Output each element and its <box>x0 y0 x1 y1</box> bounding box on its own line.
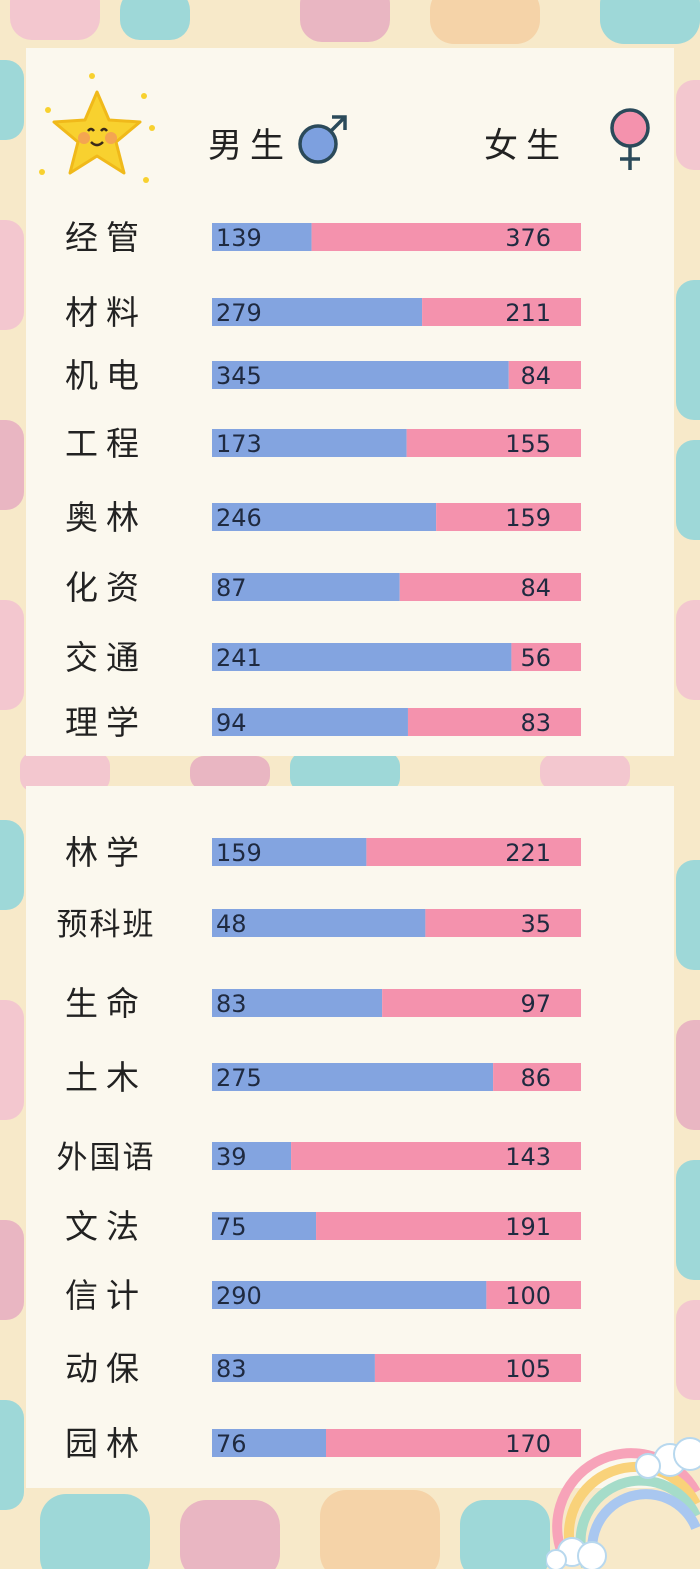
value-label-male: 48 <box>216 910 247 938</box>
category-label: 材料 <box>65 293 147 332</box>
bar-male-segment <box>212 1281 487 1309</box>
category-label: 工程 <box>65 424 147 463</box>
value-label-female: 105 <box>505 1355 551 1383</box>
bar-male-segment <box>212 1063 494 1091</box>
bar-male-segment <box>212 838 367 866</box>
value-label-male: 246 <box>216 504 262 532</box>
category-label: 动保 <box>65 1349 147 1388</box>
value-label-male: 94 <box>216 709 247 737</box>
bar-male-segment <box>212 361 509 389</box>
value-label-male: 75 <box>216 1213 247 1241</box>
bar-male-segment <box>212 223 312 251</box>
bar-male-segment <box>212 429 407 457</box>
bar-male-segment <box>212 643 512 671</box>
value-label-female: 159 <box>505 504 551 532</box>
bar-female-segment <box>493 1063 581 1091</box>
value-label-female: 86 <box>520 1064 551 1092</box>
value-label-male: 139 <box>216 224 262 252</box>
category-label: 奥林 <box>65 498 147 537</box>
legend-female-label: 女生 <box>484 126 568 166</box>
category-label: 化资 <box>65 568 147 607</box>
bar-female-segment <box>486 1281 581 1309</box>
rainbow-cloud-icon <box>546 1437 700 1569</box>
value-label-male: 241 <box>216 644 262 672</box>
value-label-female: 84 <box>520 362 551 390</box>
value-label-male: 173 <box>216 430 262 458</box>
bar-female-segment <box>511 643 581 671</box>
value-label-female: 83 <box>520 709 551 737</box>
bar-female-segment <box>425 909 581 937</box>
value-label-female: 97 <box>520 990 551 1018</box>
male-symbol-icon <box>298 115 347 164</box>
value-label-male: 87 <box>216 574 247 602</box>
bar-male-segment <box>212 1142 292 1170</box>
category-label: 生命 <box>65 984 147 1023</box>
category-label: 理学 <box>65 703 147 742</box>
value-label-female: 170 <box>505 1430 551 1458</box>
category-label: 外国语 <box>57 1140 156 1176</box>
value-label-female: 35 <box>520 910 551 938</box>
smiling-star-icon <box>39 73 155 183</box>
chart-panel-top <box>26 48 674 756</box>
category-label: 信计 <box>65 1276 147 1315</box>
value-label-female: 155 <box>505 430 551 458</box>
bar-female-segment <box>316 1212 581 1240</box>
category-label: 文法 <box>65 1207 147 1246</box>
category-label: 园林 <box>65 1424 147 1463</box>
category-label: 经管 <box>65 218 147 257</box>
bar-female-segment <box>399 573 581 601</box>
value-label-female: 191 <box>505 1213 551 1241</box>
category-label: 林学 <box>65 833 147 872</box>
value-label-male: 345 <box>216 362 262 390</box>
value-label-male: 159 <box>216 839 262 867</box>
category-label: 土木 <box>65 1058 147 1097</box>
bar-male-segment <box>212 573 400 601</box>
female-symbol-icon <box>610 108 650 170</box>
bar-male-segment <box>212 708 408 736</box>
bar-female-segment <box>406 429 581 457</box>
value-label-male: 290 <box>216 1282 262 1310</box>
category-label: 交通 <box>65 638 147 677</box>
bar-male-segment <box>212 503 437 531</box>
bar-female-segment <box>407 708 581 736</box>
value-label-male: 83 <box>216 1355 247 1383</box>
value-label-female: 211 <box>505 299 551 327</box>
bar-male-segment <box>212 989 383 1017</box>
value-label-female: 100 <box>505 1282 551 1310</box>
value-label-male: 76 <box>216 1430 247 1458</box>
bar-female-segment <box>436 503 581 531</box>
value-label-female: 84 <box>520 574 551 602</box>
value-label-female: 221 <box>505 839 551 867</box>
value-label-male: 83 <box>216 990 247 1018</box>
bar-male-segment <box>212 1354 375 1382</box>
bar-female-segment <box>291 1142 581 1170</box>
bar-male-segment <box>212 298 423 326</box>
category-label: 机电 <box>65 356 147 395</box>
bar-male-segment <box>212 909 426 937</box>
value-label-male: 39 <box>216 1143 247 1171</box>
bar-female-segment <box>311 223 581 251</box>
value-label-female: 56 <box>520 644 551 672</box>
value-label-female: 143 <box>505 1143 551 1171</box>
bar-male-segment <box>212 1429 326 1457</box>
bar-female-segment <box>382 989 581 1017</box>
bar-female-segment <box>508 361 581 389</box>
legend-male-label: 男生 <box>208 126 292 166</box>
value-label-male: 279 <box>216 299 262 327</box>
bar-male-segment <box>212 1212 317 1240</box>
value-label-male: 275 <box>216 1064 262 1092</box>
bar-female-segment <box>326 1429 581 1457</box>
bar-female-segment <box>422 298 581 326</box>
value-label-female: 376 <box>505 224 551 252</box>
bar-female-segment <box>374 1354 581 1382</box>
category-label: 预科班 <box>57 907 156 943</box>
bar-female-segment <box>366 838 581 866</box>
